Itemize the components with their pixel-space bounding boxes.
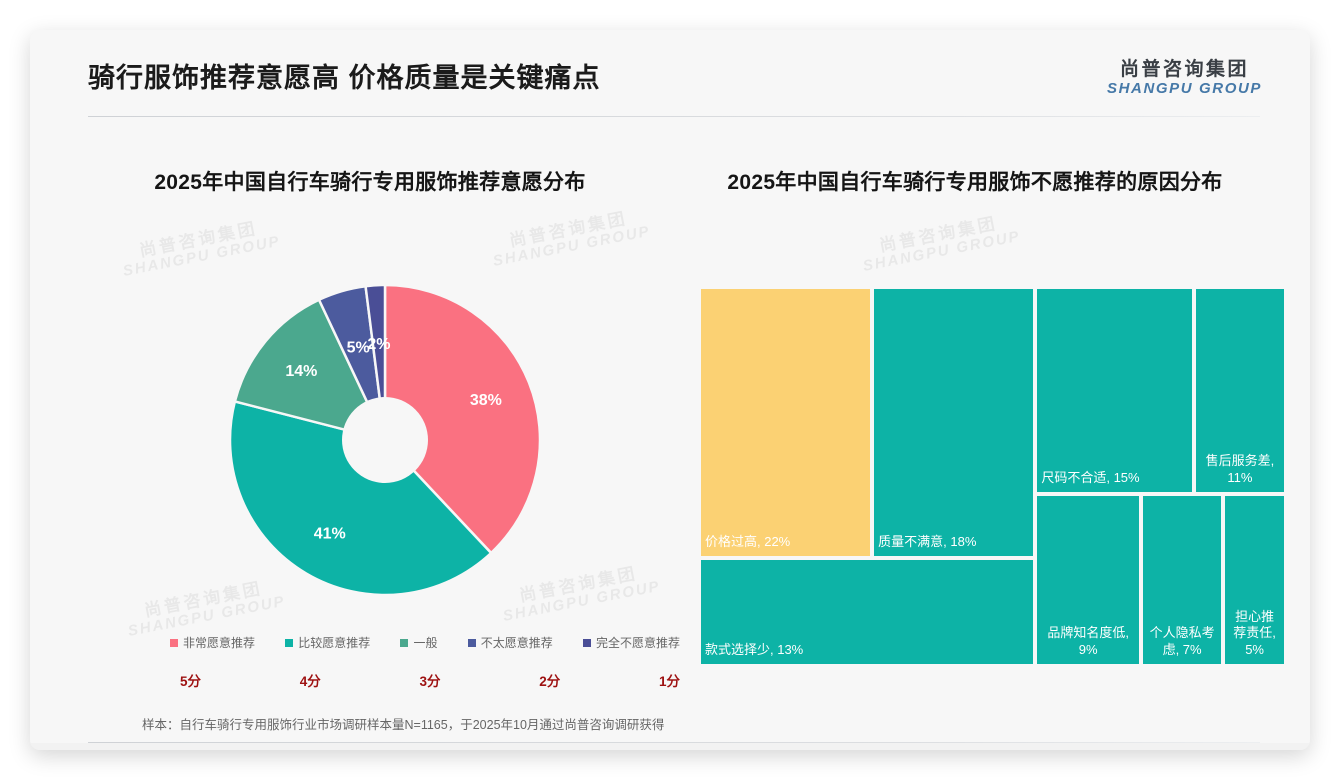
treemap-cell-label: 尺码不合适, 15% [1041,469,1140,485]
page-title: 骑行服饰推荐意愿高 价格质量是关键痛点 [88,63,601,93]
left-chart-panel: 2025年中国自行车骑行专用服饰推荐意愿分布 [70,170,670,197]
donut-slice[interactable] [233,298,388,442]
slide-footer: ©2025.12 SHANGPU GROUP www.shangpu-china… [30,743,1310,750]
treemap-cell[interactable]: 质量不满意, 18% [872,287,1036,558]
score-label: 3分 [419,674,441,689]
watermark: 尚普咨询集团 SHANGPU GROUP [488,205,652,271]
treemap-cell-label: 款式选择少, 13% [705,641,804,657]
donut-slice[interactable] [228,399,493,597]
treemap-cell[interactable]: 售后服务差, 11% [1193,287,1286,494]
treemap-cell-label: 售后服务差, 11% [1205,453,1275,485]
legend-item[interactable]: 不太愿意推荐 [467,634,553,651]
footer-divider [88,742,1260,743]
treemap-cell[interactable]: 个人隐私考虑, 7% [1141,493,1224,666]
donut-hole [342,397,428,483]
right-chart-title: 2025年中国自行车骑行专用服饰不愿推荐的原因分布 [727,171,1223,194]
legend-item-label: 非常愿意推荐 [183,636,256,650]
watermark: 尚普咨询集团 SHANGPU GROUP [118,215,282,281]
watermark-cn: 尚普咨询集团 [137,218,260,261]
donut-slice-label: 41% [314,525,346,542]
legend-item[interactable]: 比较愿意推荐 [285,634,370,651]
watermark-cn: 尚普咨询集团 [507,208,630,251]
logo-chinese-text: 尚普咨询集团 [1120,59,1250,80]
score-label: 1分 [658,674,680,689]
donut-slice[interactable] [383,283,542,555]
treemap-cell[interactable]: 款式选择少, 13% [699,557,1036,666]
score-scale-row: 5分 4分 3分 2分 1分 [180,670,680,690]
legend-swatch-icon [285,638,294,647]
legend-item-label: 比较愿意推荐 [298,636,371,650]
legend-item-label: 完全不愿意推荐 [595,636,680,650]
watermark-cn: 尚普咨询集团 [877,213,1000,256]
left-chart-title: 2025年中国自行车骑行专用服饰推荐意愿分布 [154,171,586,194]
legend-item[interactable]: 非常愿意推荐 [170,634,255,651]
sample-footnote: 样本：自行车骑行专用服饰行业市场调研样本量N=1165，于2025年10月通过尚… [142,718,665,732]
treemap-cell-label: 质量不满意, 18% [878,533,977,549]
treemap-cell-label: 价格过高, 22% [705,533,791,549]
treemap-cell-label: 担心推荐责任, 5% [1233,609,1276,657]
legend-item-label: 一般 [413,636,438,650]
donut-slice-label: 5% [347,340,370,357]
legend-swatch-icon [467,638,476,647]
watermark-en: SHANGPU GROUP [121,232,282,280]
donut-svg: 38% 41% 14% 5%2% [228,283,542,597]
donut-legend: 非常愿意推荐 比较愿意推荐 一般 不太愿意推荐 完全不愿意推荐 [170,634,680,651]
treemap-cell[interactable]: 担心推荐责任, 5% [1223,493,1286,666]
legend-item-label: 不太愿意推荐 [480,636,553,650]
score-label: 4分 [299,674,321,689]
donut-slice-label: 2% [367,336,390,353]
watermark-en: SHANGPU GROUP [491,222,652,270]
right-chart-panel: 2025年中国自行车骑行专用服饰不愿推荐的原因分布 [670,170,1280,197]
brand-logo: 尚普咨询集团 SHANGPU GROUP [1107,60,1262,98]
slide-card: 骑行服饰推荐意愿高 价格质量是关键痛点 尚普咨询集团 SHANGPU GROUP… [30,30,1310,750]
legend-swatch-icon [582,638,591,647]
treemap-cell[interactable]: 价格过高, 22% [699,287,873,558]
watermark: 尚普咨询集团 SHANGPU GROUP [858,210,1022,276]
watermark-en: SHANGPU GROUP [861,227,1022,275]
legend-item[interactable]: 一般 [400,634,437,651]
legend-swatch-icon [170,638,178,647]
donut-slice-label: 38% [470,392,502,409]
treemap-cell[interactable]: 尺码不合适, 15% [1035,287,1194,494]
legend-swatch-icon [400,638,409,647]
header-divider [88,116,1260,117]
score-label: 2分 [539,674,561,689]
recommendation-donut-chart: 38% 41% 14% 5% 2% [225,280,545,600]
treemap-cell-label: 品牌知名度低, 9% [1047,625,1129,657]
legend-item[interactable]: 完全不愿意推荐 [582,634,680,651]
slide-header: 骑行服饰推荐意愿高 价格质量是关键痛点 尚普咨询集团 SHANGPU GROUP [30,30,1310,118]
reasons-treemap-chart: 价格过高, 22% 质量不满意, 18% 款式选择少, 13% 尺码不合适, 15% 售… [699,287,1286,666]
score-label: 5分 [180,674,202,689]
donut-slice-label: 14% [285,363,317,380]
logo-english-text: SHANGPU GROUP [1107,79,1262,97]
treemap-cell-label: 个人隐私考虑, 7% [1149,625,1215,657]
treemap-cell[interactable]: 品牌知名度低, 9% [1035,493,1141,666]
